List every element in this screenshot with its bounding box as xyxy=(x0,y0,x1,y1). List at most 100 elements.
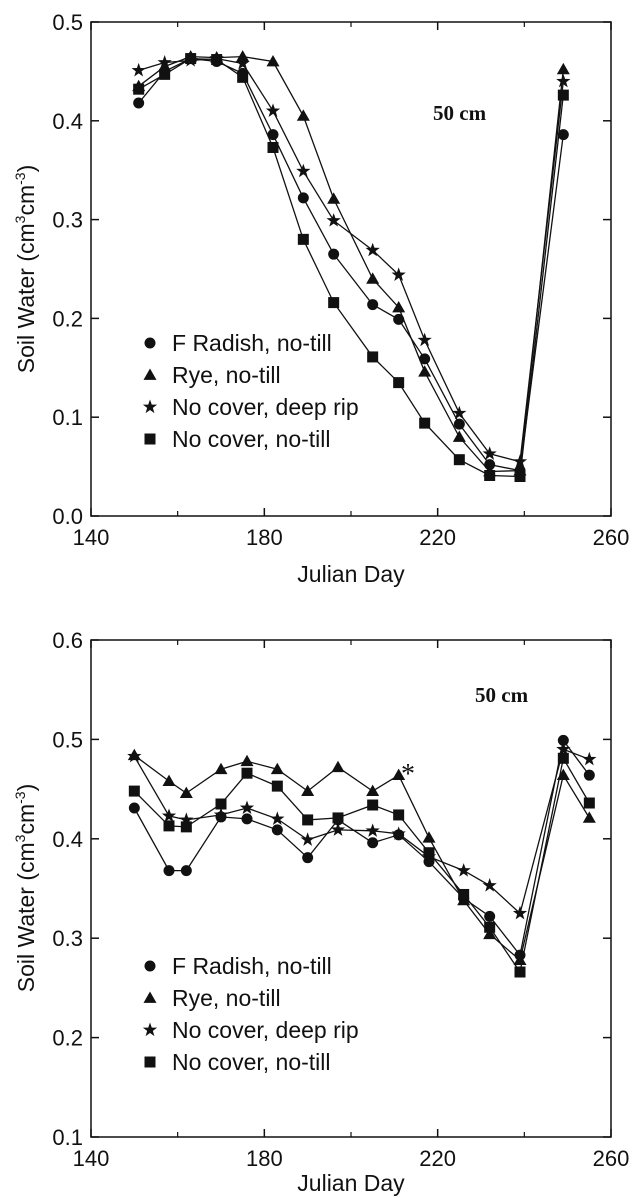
data-point-square xyxy=(185,53,197,65)
data-point-circle xyxy=(163,865,175,877)
depth-annotation: 50 cm xyxy=(475,683,529,707)
y-axis-title: Soil Water (cm3cm-3) xyxy=(12,165,39,374)
data-point-triangle xyxy=(179,786,193,798)
data-point-square xyxy=(267,141,279,153)
data-point-triangle xyxy=(214,762,228,775)
x-tick-label: 260 xyxy=(593,525,630,550)
data-point-square xyxy=(332,812,344,824)
data-point-triangle xyxy=(366,784,380,796)
data-point-square xyxy=(484,921,496,933)
data-point-star xyxy=(270,811,285,825)
data-point-square xyxy=(180,821,192,833)
plot-frame xyxy=(90,21,612,517)
data-point-circle xyxy=(302,852,314,864)
y-axis-title-sup1: 3 xyxy=(12,834,28,842)
data-point-star xyxy=(452,405,467,420)
x-tick-label: 140 xyxy=(73,525,110,550)
data-point-circle xyxy=(419,353,431,365)
data-point-square xyxy=(557,752,569,764)
data-point-star xyxy=(213,807,229,822)
data-point-circle xyxy=(328,248,340,260)
chart-bottom-50cm: 140 180 220 260 0.1 0.2 0.3 0.4 0.5 0.6 F Radish,… xyxy=(12,628,629,1196)
data-point-circle xyxy=(271,824,283,836)
data-point-triangle xyxy=(331,760,345,773)
data-point-square xyxy=(237,71,249,83)
data-point-circle xyxy=(128,802,140,814)
data-point-square xyxy=(557,89,569,101)
series-markers xyxy=(127,734,597,978)
data-point-triangle xyxy=(327,192,341,204)
data-point-circle xyxy=(367,299,379,311)
data-point-star xyxy=(326,213,341,227)
legend-label: F Radish, no-till xyxy=(172,953,332,979)
data-point-triangle xyxy=(158,59,172,72)
data-point-circle xyxy=(484,459,496,471)
data-point-triangle xyxy=(418,365,432,377)
data-point-star xyxy=(127,748,142,763)
y-axis-title-suffix: ) xyxy=(13,165,39,173)
legend: F Radish, no-till Rye, no-till No cover, d… xyxy=(142,953,359,1075)
data-point-triangle xyxy=(392,301,406,313)
x-tick-label: 220 xyxy=(419,1146,456,1171)
series-markers xyxy=(131,50,571,482)
data-point-triangle xyxy=(582,811,596,823)
y-tick-label: 0.2 xyxy=(52,306,83,331)
x-tick-label: 180 xyxy=(246,525,283,550)
data-point-square xyxy=(159,68,171,80)
x-tick-label: 140 xyxy=(73,1146,110,1171)
data-point-circle xyxy=(180,865,192,877)
data-point-square xyxy=(163,820,175,832)
y-tick-label: 0.1 xyxy=(52,405,83,430)
y-tick-label: 0.1 xyxy=(52,1125,83,1150)
legend-label: F Radish, no-till xyxy=(172,330,332,356)
data-point-star xyxy=(365,242,380,257)
data-point-square xyxy=(271,780,283,792)
y-axis-title-mid: cm xyxy=(13,804,39,835)
y-tick-label: 0.5 xyxy=(52,10,83,35)
data-point-square xyxy=(393,809,405,821)
x-axis-title: Julian Day xyxy=(297,561,405,587)
depth-annotation: 50 cm xyxy=(433,101,487,125)
data-point-square xyxy=(419,417,431,429)
data-point-triangle xyxy=(266,55,280,67)
data-point-star xyxy=(161,808,177,823)
data-point-star xyxy=(482,878,497,892)
data-point-square xyxy=(297,233,309,245)
series-lines xyxy=(133,738,590,974)
series-line-star xyxy=(133,748,590,915)
data-point-star xyxy=(265,103,281,117)
data-point-circle xyxy=(367,837,379,849)
legend-label: Rye, no-till xyxy=(172,362,281,388)
data-point-triangle xyxy=(452,430,466,442)
series-line-triangle xyxy=(133,754,590,962)
data-point-triangle xyxy=(483,927,497,940)
x-tick-label: 260 xyxy=(593,1146,630,1171)
data-point-star xyxy=(179,812,194,826)
data-point-circle xyxy=(583,769,595,781)
data-point-square xyxy=(367,799,379,811)
data-point-triangle xyxy=(301,784,315,796)
axis-ticks: 140 180 220 260 0.1 0.2 0.3 0.4 0.5 0.6 xyxy=(52,628,629,1171)
data-point-square xyxy=(215,798,227,810)
y-tick-label: 0.4 xyxy=(52,109,83,134)
legend-marker-star xyxy=(142,399,158,414)
data-point-circle xyxy=(267,129,279,141)
y-tick-label: 0.3 xyxy=(52,926,83,951)
data-point-star xyxy=(556,73,571,88)
y-axis-title: Soil Water (cm3cm-3) xyxy=(12,784,39,993)
data-point-triangle xyxy=(162,774,176,787)
y-tick-label: 0.0 xyxy=(52,504,83,529)
data-point-circle xyxy=(453,418,465,430)
data-point-star xyxy=(157,55,172,69)
data-point-star xyxy=(300,832,315,846)
y-axis-title-prefix: Soil Water (cm xyxy=(13,842,39,992)
legend-label: No cover, no-till xyxy=(172,1049,331,1075)
data-point-triangle xyxy=(366,272,380,284)
data-point-circle xyxy=(557,129,569,141)
legend-label: No cover, deep rip xyxy=(172,1017,359,1043)
y-tick-label: 0.3 xyxy=(52,208,83,233)
data-point-triangle xyxy=(236,50,250,62)
data-point-triangle xyxy=(296,109,310,121)
data-point-square xyxy=(423,847,435,859)
x-axis-title: Julian Day xyxy=(297,1170,405,1196)
